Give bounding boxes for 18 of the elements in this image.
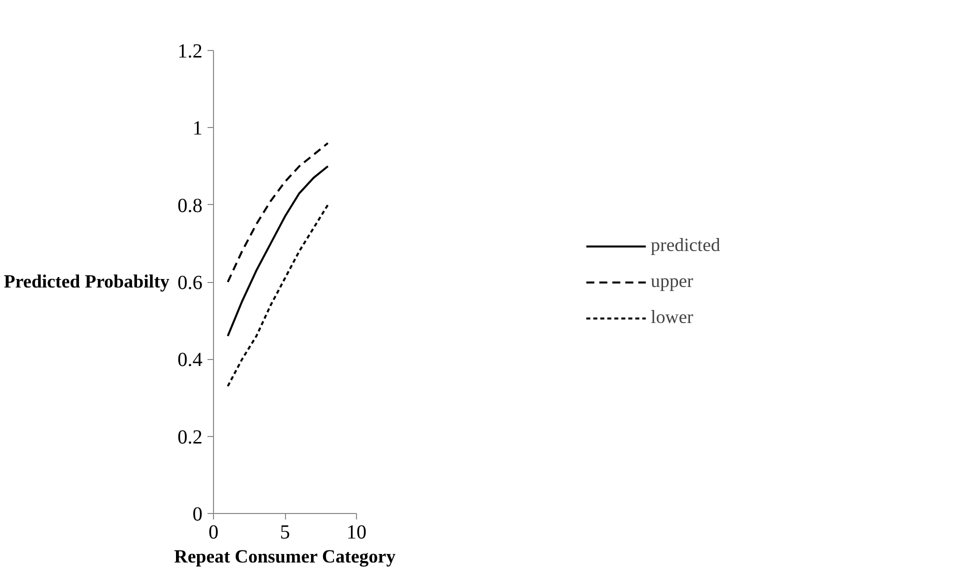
y-tick-label: 0 [192,504,202,526]
x-tick-label: 10 [346,522,366,544]
legend-label: upper [650,270,694,292]
line-series [226,204,329,388]
y-tick-label: 0.4 [178,349,202,372]
line-series [226,165,329,338]
y-tick-label: 0.6 [178,272,202,294]
x-tick-label: 0 [208,522,218,544]
y-tick-label: 1.2 [178,40,202,62]
x-tick-label: 5 [280,522,290,544]
y-tick-label: 0.8 [178,194,202,217]
x-axis-title: Repeat Consumer Category [174,546,396,568]
legend-label: predicted [650,234,720,256]
y-axis-title: Predicted Probabilty [4,272,170,292]
y-tick-label: 1 [192,118,202,140]
y-tick-label: 0.2 [178,426,202,448]
line-series [226,142,329,283]
legend-label: lower [650,306,694,328]
